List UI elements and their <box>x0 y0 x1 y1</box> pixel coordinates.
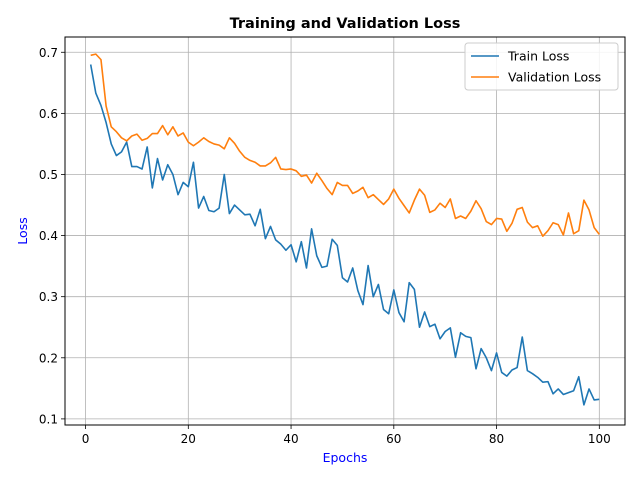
y-tick-label: 0.4 <box>39 229 58 243</box>
x-axis-label: Epochs <box>323 450 368 465</box>
series-line-validation-loss <box>90 53 600 237</box>
plot-frame <box>64 36 626 426</box>
y-axis-label: Loss <box>15 217 30 244</box>
series-group <box>89 53 600 406</box>
grid <box>65 37 625 425</box>
chart-title: Training and Validation Loss <box>230 16 461 32</box>
y-tick-label: 0.1 <box>39 412 58 426</box>
ticks: 0 20 40 60 80 100 0.1 0.2 0.3 0.4 0.5 0.6 0.7 <box>39 46 611 446</box>
legend: Train Loss Validation Loss <box>464 42 619 91</box>
x-tick-label: 0 <box>82 432 90 446</box>
y-tick-label: 0.3 <box>39 290 58 304</box>
x-tick-label: 40 <box>283 432 298 446</box>
x-tick-label: 60 <box>386 432 401 446</box>
series-line-train-loss <box>89 64 600 406</box>
legend-label-validation-loss: Validation Loss <box>508 70 601 85</box>
x-tick-label: 100 <box>588 432 611 446</box>
x-tick-label: 80 <box>489 432 504 446</box>
x-tick-label: 20 <box>181 432 196 446</box>
y-tick-label: 0.5 <box>39 168 58 182</box>
y-tick-label: 0.7 <box>39 46 58 60</box>
y-tick-label: 0.2 <box>39 351 58 365</box>
legend-box <box>464 42 619 91</box>
y-tick-label: 0.6 <box>39 107 58 121</box>
legend-label-train-loss: Train Loss <box>507 49 569 64</box>
